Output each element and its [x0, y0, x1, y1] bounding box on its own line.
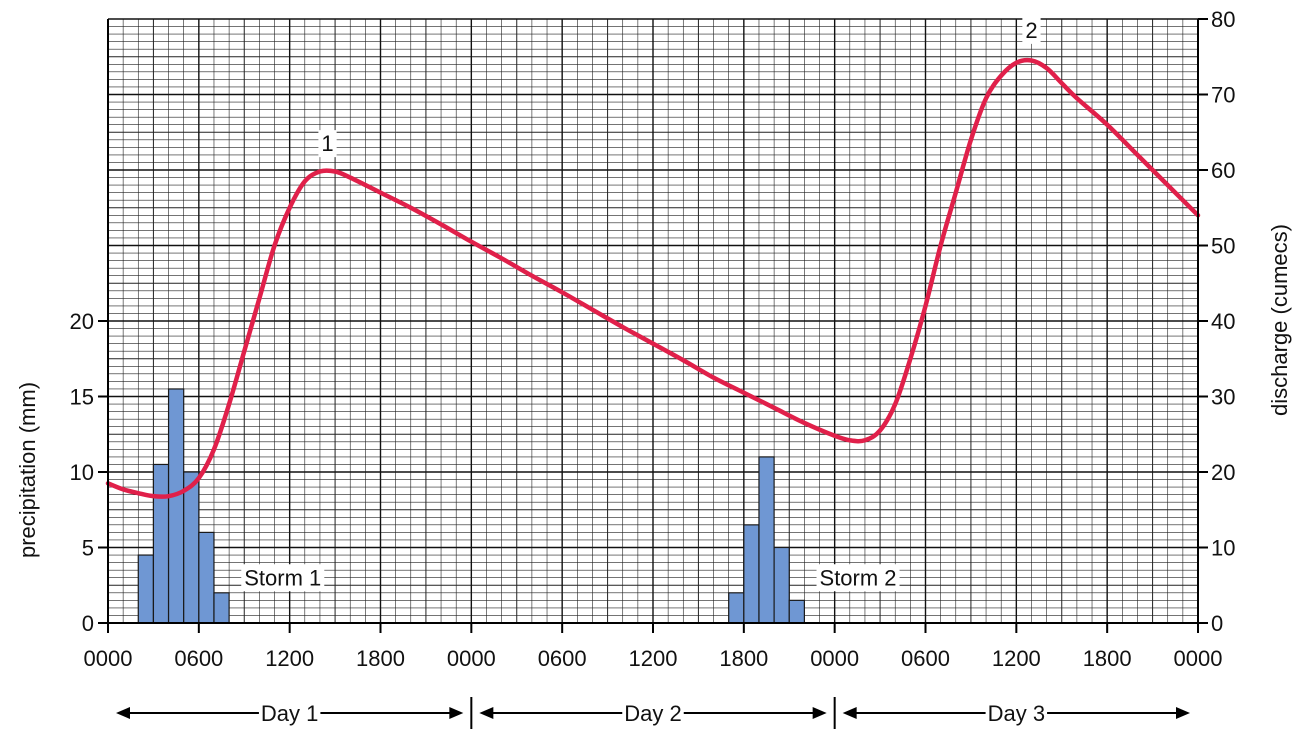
- precipitation-bar: [728, 592, 745, 624]
- right-tick-label: 30: [1211, 385, 1235, 410]
- annotation-background: [816, 564, 900, 592]
- x-tick-label: 1200: [992, 646, 1041, 671]
- left-tick-label: 10: [70, 460, 94, 485]
- axes: [98, 18, 1208, 633]
- discharge-line-layer: [105, 57, 1201, 499]
- precipitation-bar: [788, 599, 805, 624]
- day-arrowhead-right: [449, 707, 464, 719]
- day-period-arrows: Day 1 Day 2 Day 3: [116, 697, 1190, 729]
- annotation-background: [1022, 16, 1041, 44]
- x-tick-label: 1200: [265, 646, 314, 671]
- x-tick-label: 0000: [1174, 646, 1223, 671]
- precipitation-bar: [758, 456, 775, 624]
- right-tick-label: 60: [1211, 158, 1235, 183]
- annotation-label: 1: [321, 131, 333, 156]
- right-tick-label: 10: [1211, 536, 1235, 561]
- right-tick-label: 70: [1211, 83, 1235, 108]
- day-label: Day 3: [988, 701, 1045, 726]
- right-axis-title: discharge (cumecs): [1267, 224, 1292, 416]
- right-tick-label: 20: [1211, 460, 1235, 485]
- x-tick-label: 0600: [174, 646, 223, 671]
- day-arrowhead-left: [116, 707, 130, 719]
- graph-paper-grid: [107, 18, 1199, 624]
- precipitation-bar: [213, 592, 230, 624]
- annotation-background: [318, 130, 337, 158]
- right-tick-label: 80: [1211, 7, 1235, 32]
- right-tick-label: 0: [1211, 611, 1223, 636]
- x-tick-label: 0600: [538, 646, 587, 671]
- annotation-background: [241, 564, 325, 592]
- precipitation-bar: [743, 524, 760, 624]
- precipitation-bar: [137, 554, 155, 624]
- day-arrowhead-left: [479, 707, 494, 719]
- left-tick-label: 0: [82, 611, 94, 636]
- day-arrowhead-right: [1176, 707, 1190, 719]
- day-arrowhead-right: [812, 707, 827, 719]
- day-label: Day 2: [624, 701, 681, 726]
- x-tick-label: 1200: [629, 646, 678, 671]
- discharge-line: [105, 57, 1201, 499]
- annotation-label: 2: [1025, 18, 1037, 43]
- x-tick-label: 0600: [901, 646, 950, 671]
- day-label: Day 1: [261, 701, 318, 726]
- x-tick-label: 0000: [84, 646, 133, 671]
- right-tick-label: 50: [1211, 234, 1235, 259]
- x-tick-label: 0000: [810, 646, 859, 671]
- x-tick-label: 1800: [356, 646, 405, 671]
- x-tick-label: 1800: [719, 646, 768, 671]
- left-tick-label: 15: [70, 385, 94, 410]
- left-axis-title: precipitation (mm): [15, 382, 40, 558]
- x-tick-label: 0000: [447, 646, 496, 671]
- precipitation-bar: [183, 471, 200, 624]
- annotation-label: Storm 1: [244, 565, 321, 590]
- precipitation-bar: [773, 546, 790, 624]
- annotation-label: Storm 2: [820, 565, 897, 590]
- day-arrowhead-left: [842, 707, 857, 719]
- left-tick-label: 5: [82, 536, 94, 561]
- tick-labels: 0 5 10 15 20 0 10 20 30 40 50 60 70 80 0000 0600 1200 180…: [70, 7, 1236, 671]
- precipitation-bars: [137, 388, 805, 624]
- x-tick-label: 1800: [1083, 646, 1132, 671]
- right-tick-label: 40: [1211, 309, 1235, 334]
- annotations: 1 2 Storm 1 Storm 2: [241, 16, 1041, 592]
- precipitation-bar: [198, 531, 215, 624]
- precipitation-bar: [152, 463, 170, 624]
- precipitation-bar: [167, 388, 185, 624]
- left-tick-label: 20: [70, 309, 94, 334]
